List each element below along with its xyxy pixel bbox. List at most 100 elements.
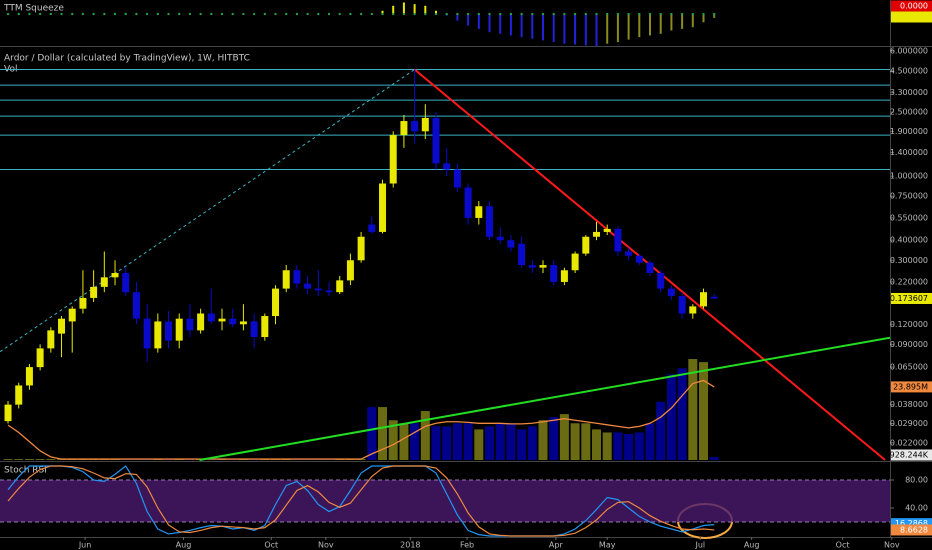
momentum-bar	[424, 5, 427, 15]
momentum-bar	[681, 14, 684, 29]
candle-body	[36, 348, 44, 368]
volume-bar	[699, 362, 709, 460]
volume-bar	[399, 423, 409, 460]
candle-body	[304, 283, 312, 289]
candle-body	[710, 296, 718, 299]
volume-bar	[431, 426, 441, 460]
squeeze-dot	[659, 12, 662, 16]
volume-bar	[559, 414, 569, 460]
candle-body	[411, 121, 419, 132]
squeeze-dot	[702, 12, 705, 16]
x-tick-label: Jul	[694, 541, 705, 550]
volume-bar	[35, 459, 45, 460]
candle-body	[539, 265, 547, 268]
x-tick-label: Nov	[318, 541, 334, 550]
indicator-tag-bg	[891, 11, 932, 23]
y-tick-label: 0.029000	[890, 419, 928, 428]
candle-body	[143, 318, 151, 349]
x-tick-label: 2018	[400, 541, 420, 550]
candle-body	[58, 318, 66, 334]
volume-bar	[506, 423, 516, 460]
x-tick-label: Oct	[264, 541, 278, 550]
squeeze-dot	[584, 12, 588, 16]
squeeze-dot	[178, 12, 181, 16]
y-tick-label: 1.900000	[890, 127, 928, 136]
volume-bar	[624, 433, 634, 460]
candle-body	[368, 224, 376, 232]
squeeze-dot	[627, 12, 630, 16]
candle-body	[122, 272, 130, 293]
squeeze-dot	[648, 12, 652, 16]
candle-body	[496, 236, 504, 241]
volume-bar	[378, 407, 388, 460]
y-tick-label: 0.120000	[890, 320, 928, 329]
candle-body	[357, 236, 365, 261]
volume-bar	[666, 374, 676, 460]
volume-bar	[549, 417, 559, 460]
momentum-bar	[392, 5, 395, 15]
candle-body	[657, 272, 665, 289]
indicator-tag: 0.0000	[900, 2, 928, 11]
squeeze-dot	[295, 12, 299, 16]
candle-body	[111, 272, 119, 278]
candle-body	[689, 306, 697, 314]
squeeze-dot	[466, 12, 470, 16]
momentum-bar	[402, 2, 405, 15]
squeeze-dot	[135, 12, 138, 16]
momentum-bar	[456, 14, 459, 21]
squeeze-dot	[145, 12, 149, 16]
stoch-tag: 16.2868	[895, 519, 928, 528]
squeeze-dot	[92, 12, 95, 16]
candle-body	[154, 321, 162, 349]
stoch-line	[7, 465, 715, 537]
volume-bar	[517, 429, 527, 460]
y-tick-label: 6.000000	[890, 46, 928, 55]
momentum-bar	[381, 10, 384, 15]
y-tick-label: 4.500000	[890, 67, 928, 76]
squeeze-dot	[456, 12, 459, 16]
price-tag-bg	[891, 292, 932, 304]
volume-bar	[452, 423, 462, 460]
squeeze-dot	[638, 12, 641, 16]
momentum-bar	[520, 14, 523, 38]
volume-bar	[46, 459, 56, 460]
price-tag: 0.173607	[890, 294, 928, 303]
candle-body	[518, 243, 526, 266]
candle-body	[432, 117, 440, 164]
candle-body	[239, 321, 247, 325]
squeeze-dot	[210, 12, 213, 16]
squeeze-dot	[445, 12, 448, 16]
squeeze-dot	[595, 12, 598, 16]
volume-bar	[570, 423, 580, 460]
trend-line	[199, 336, 891, 461]
squeeze-dot	[338, 12, 341, 16]
volume-bar	[495, 423, 505, 460]
candle-body	[314, 288, 322, 291]
squeeze-dot	[488, 12, 491, 16]
candle-body	[453, 169, 461, 188]
volume-bar	[677, 368, 687, 460]
momentum-bar	[627, 14, 630, 40]
squeeze-dot	[713, 12, 716, 16]
stoch-band	[0, 479, 890, 523]
volume-bar	[581, 423, 591, 460]
x-tick-label: Nov	[884, 541, 900, 550]
volume-bar	[485, 426, 495, 460]
candle-body	[261, 316, 269, 338]
stoch-line	[7, 465, 715, 537]
squeeze-dot	[402, 12, 406, 16]
volume-bar	[538, 420, 548, 460]
squeeze-dot	[392, 12, 395, 16]
squeeze-dot	[691, 12, 695, 16]
stoch-tag: 8.6628	[900, 525, 928, 534]
momentum-bar	[542, 14, 545, 41]
candle-body	[400, 121, 408, 136]
volume-bar	[709, 457, 719, 460]
squeeze-dot	[370, 12, 374, 16]
volume-bar	[645, 423, 655, 460]
squeeze-dot	[670, 12, 673, 16]
candle-body	[603, 228, 611, 232]
momentum-bar	[413, 4, 416, 15]
squeeze-dot	[606, 12, 609, 16]
